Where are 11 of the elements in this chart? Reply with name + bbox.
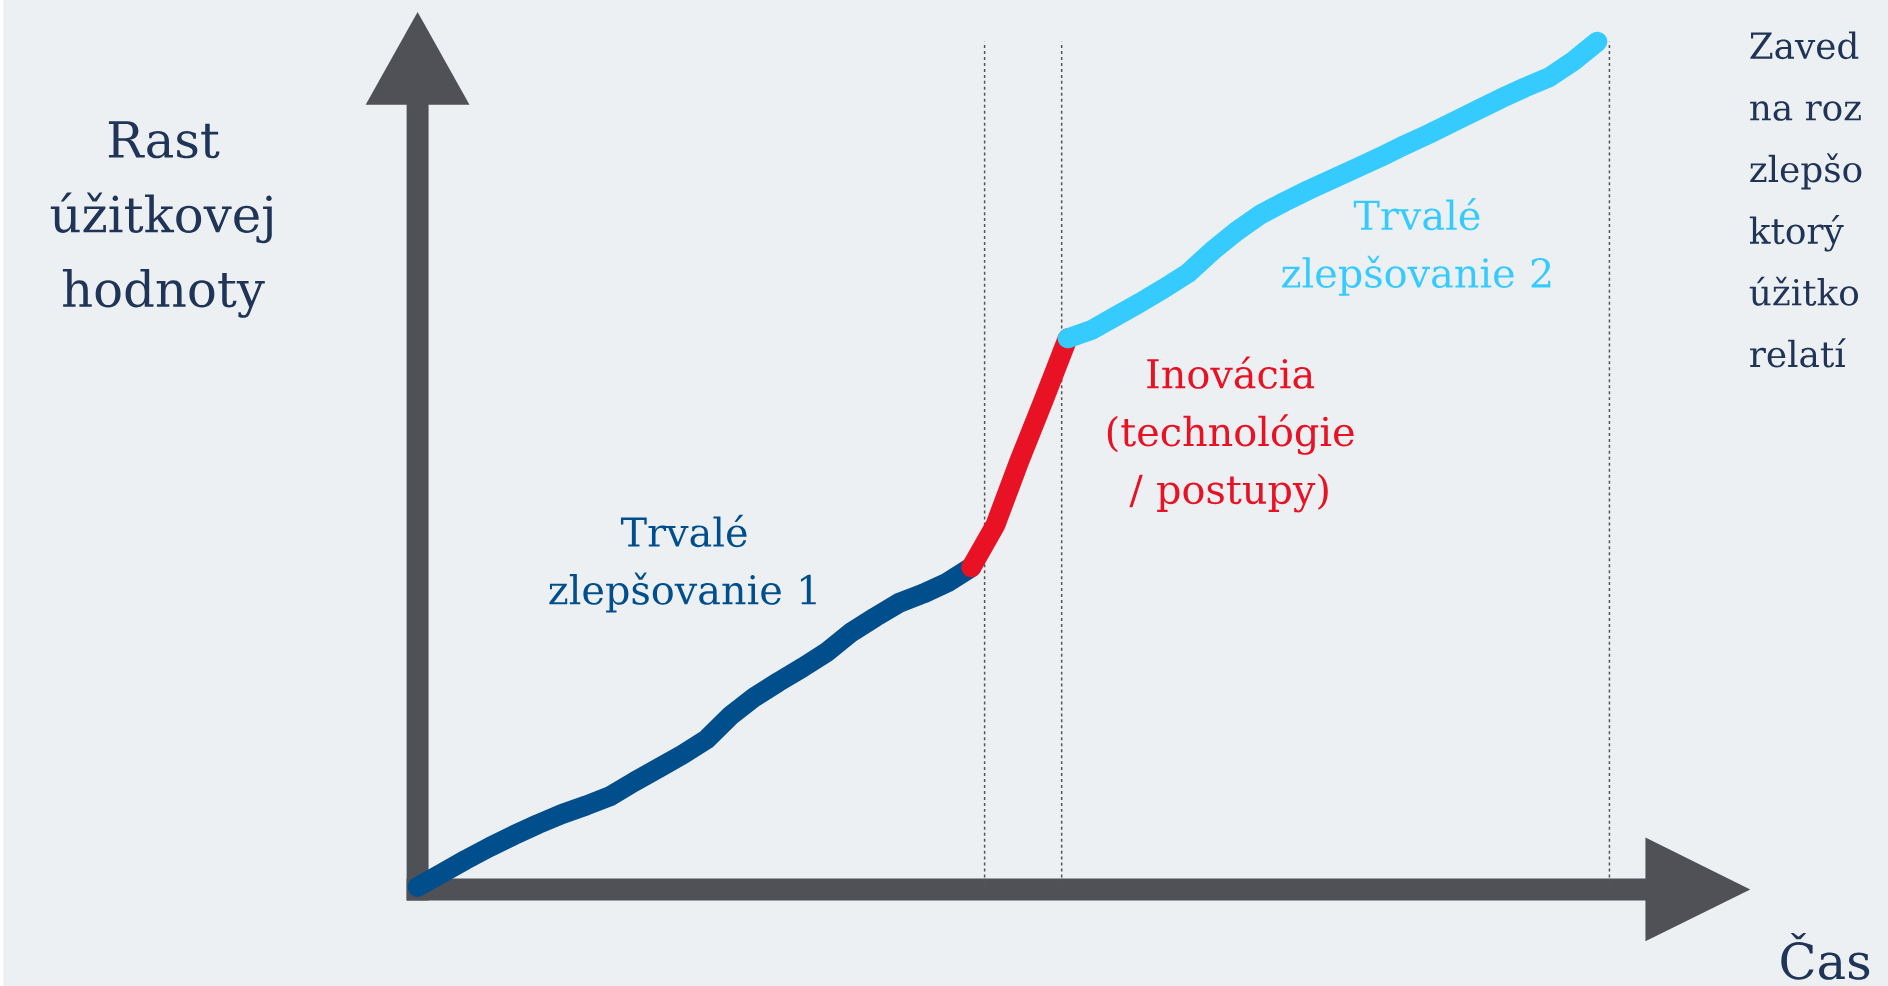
text: ktorý — [1749, 214, 1844, 252]
text: relatí — [1750, 338, 1846, 368]
series-label: Trvalé zlepšovanie 2 — [1282, 197, 1551, 296]
series-label: Trvalé zlepšovanie 1 — [549, 514, 816, 613]
x-axis-title: Čas — [1781, 932, 1870, 980]
y-axis-title: Rast úžitkovej hodnoty — [50, 121, 272, 318]
text: úžitko — [1749, 276, 1859, 306]
series-label: Inovácia (technológie / postupy) — [1107, 356, 1354, 513]
text: Zaved — [1750, 31, 1859, 60]
text: zlepšo — [1750, 153, 1862, 190]
text: na roz — [1750, 101, 1861, 121]
